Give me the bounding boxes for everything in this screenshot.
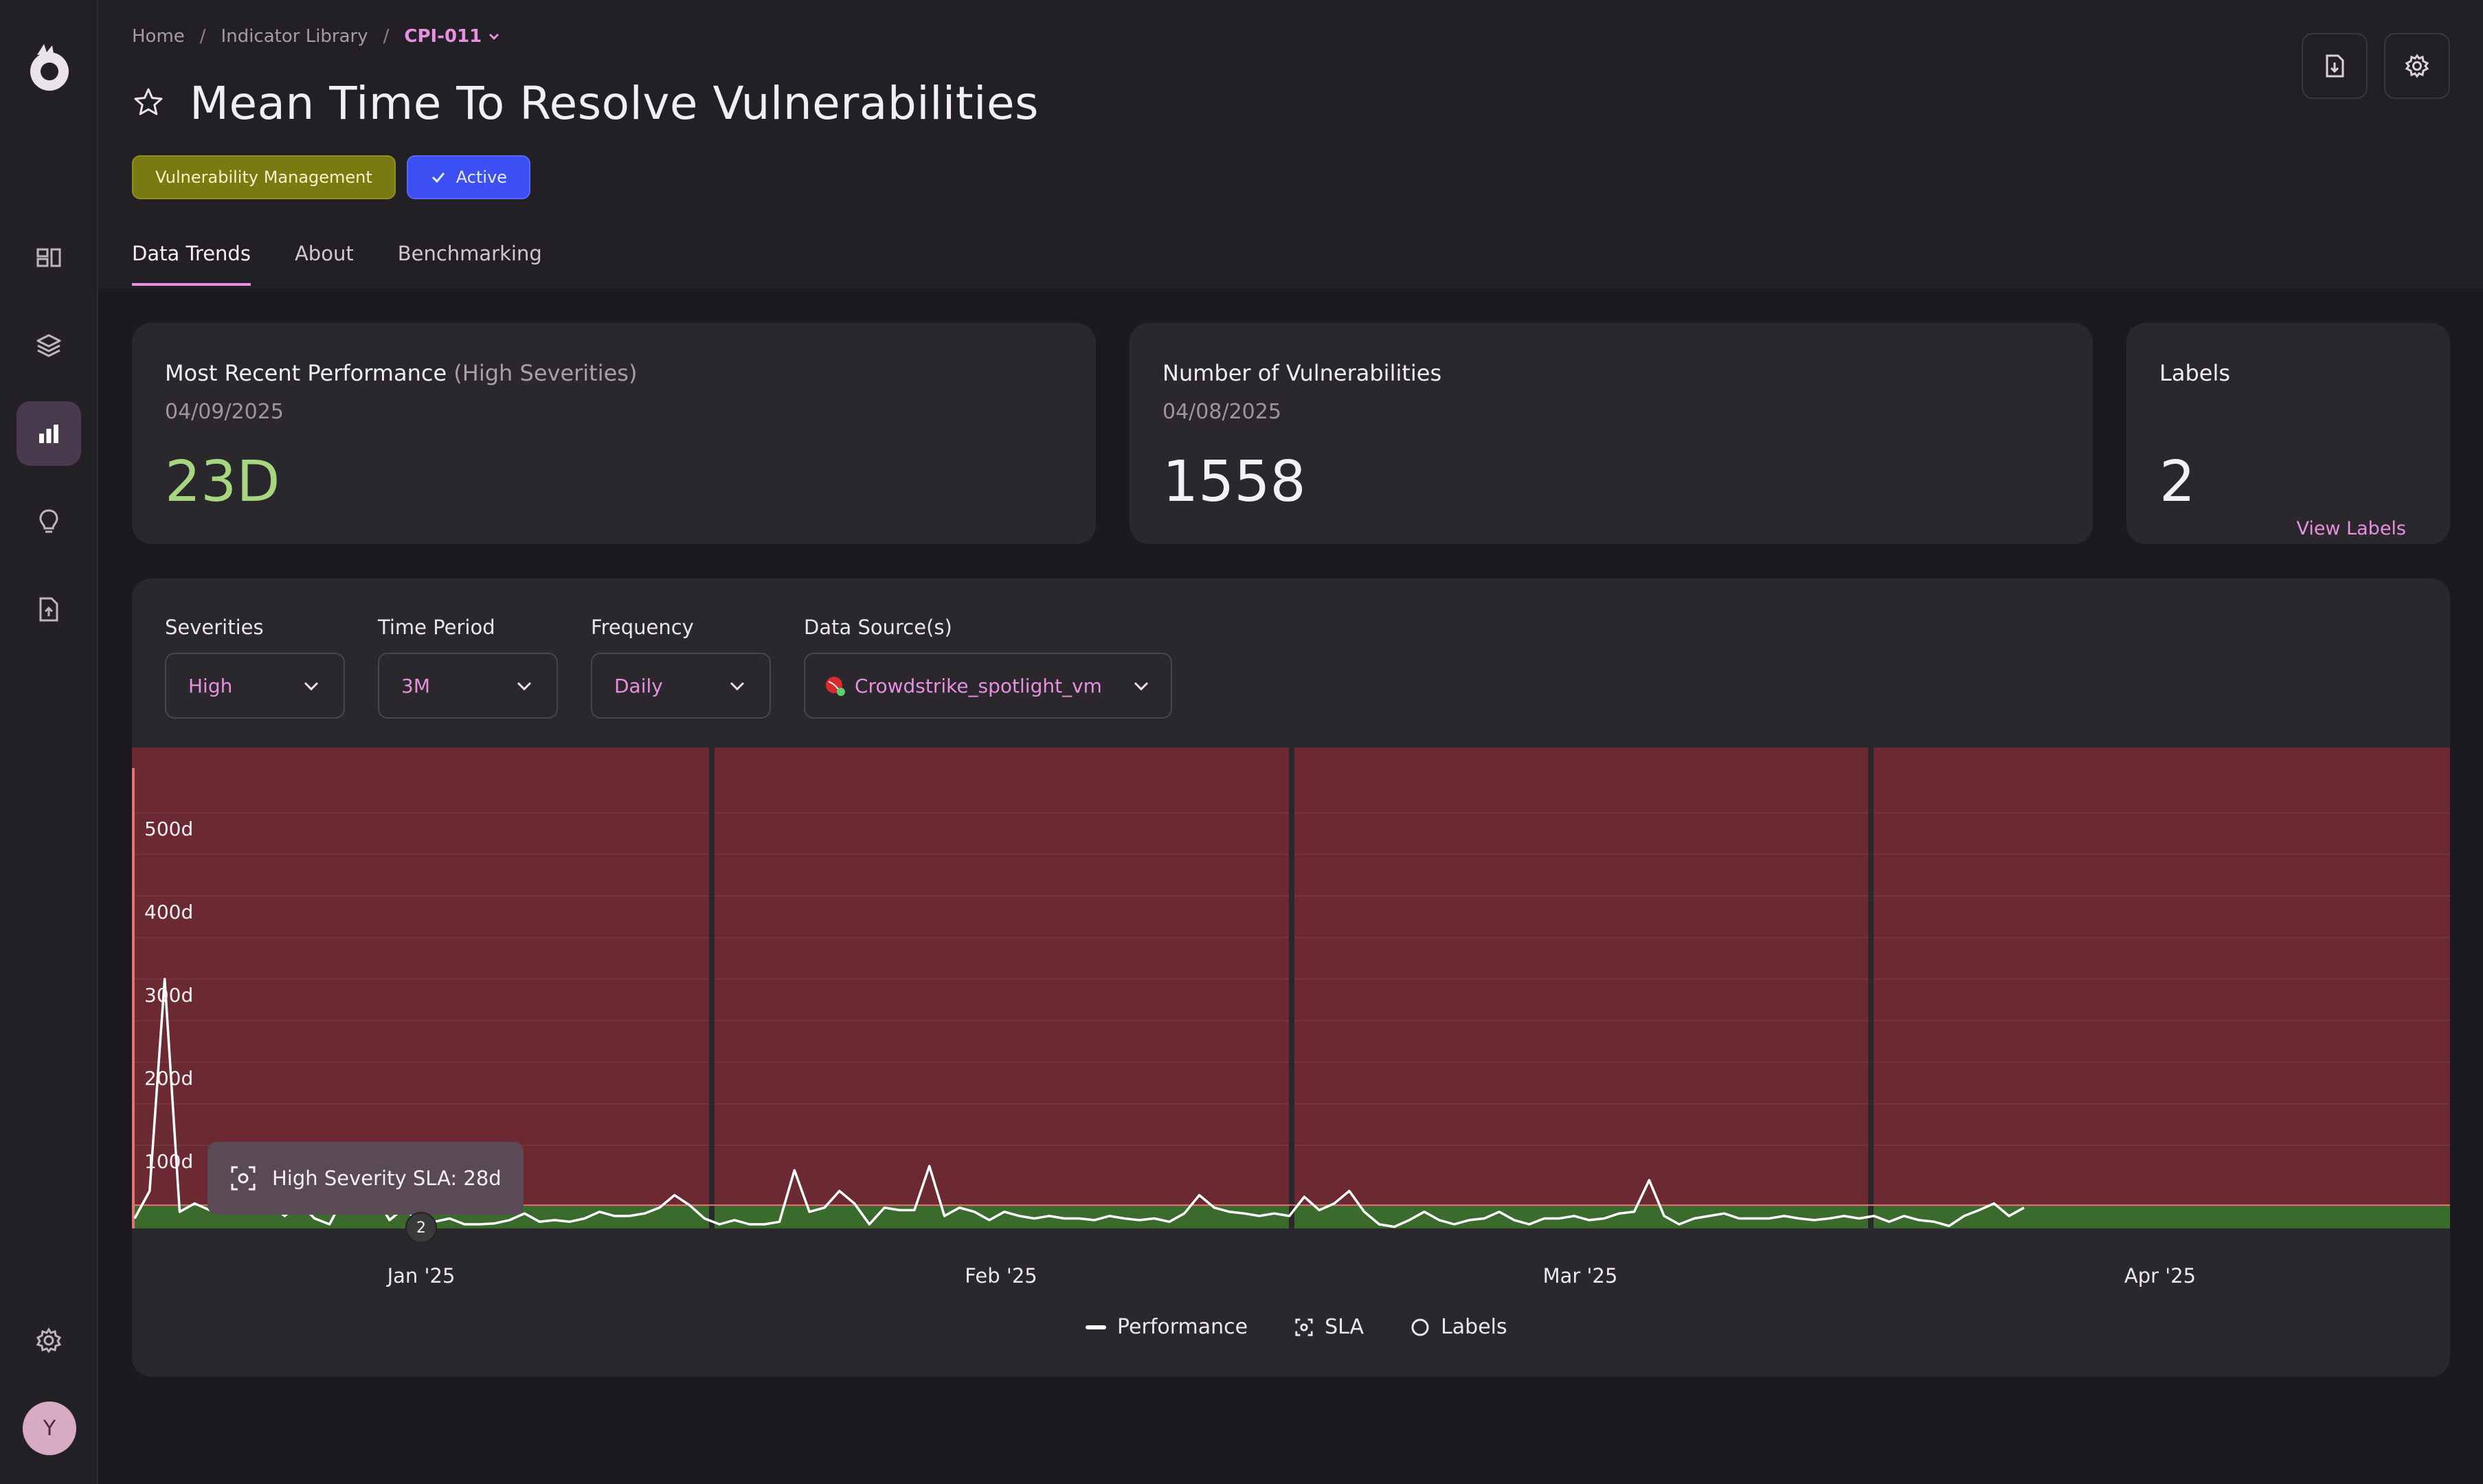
tab-data-trends[interactable]: Data Trends bbox=[132, 242, 251, 286]
y-tick-label: 300d bbox=[144, 984, 194, 1007]
legend-labels[interactable]: Labels bbox=[1411, 1315, 1507, 1339]
status-label: Active bbox=[456, 168, 508, 187]
dashboard-icon[interactable] bbox=[16, 225, 81, 290]
status-badge[interactable]: Active bbox=[406, 155, 531, 199]
crowdstrike-icon bbox=[826, 677, 845, 696]
line-swatch-icon bbox=[1086, 1325, 1106, 1329]
y-tick-label: 200d bbox=[144, 1067, 194, 1090]
chevron-down-icon bbox=[304, 682, 319, 691]
performance-card-title: Most Recent Performance (High Severities… bbox=[165, 360, 637, 386]
legend-sla[interactable]: SLA bbox=[1294, 1315, 1364, 1339]
chevron-down-icon bbox=[517, 682, 532, 691]
legend-sla-label: SLA bbox=[1325, 1315, 1364, 1339]
x-tick-label: Apr '25 bbox=[2124, 1264, 2196, 1288]
vulnerabilities-card-title: Number of Vulnerabilities bbox=[1162, 360, 1442, 386]
check-icon bbox=[431, 172, 445, 183]
app-logo[interactable] bbox=[27, 43, 71, 93]
sla-focus-icon bbox=[1295, 1318, 1313, 1336]
chevron-down-icon bbox=[489, 33, 499, 41]
category-tag[interactable]: Vulnerability Management bbox=[132, 155, 396, 199]
label-marker[interactable]: 2 bbox=[405, 1212, 437, 1244]
tab-benchmarking[interactable]: Benchmarking bbox=[397, 242, 542, 265]
month-divider bbox=[1868, 747, 1874, 1228]
tab-about[interactable]: About bbox=[294, 242, 354, 265]
favorite-star-icon[interactable] bbox=[132, 86, 165, 122]
view-labels-link[interactable]: View Labels bbox=[2296, 518, 2406, 539]
y-tick-label: 100d bbox=[144, 1150, 194, 1173]
circle-icon bbox=[1411, 1318, 1429, 1336]
performance-date: 04/09/2025 bbox=[165, 400, 284, 424]
performance-line bbox=[133, 978, 2025, 1228]
layers-icon[interactable] bbox=[16, 313, 81, 378]
frequency-label: Frequency bbox=[591, 616, 694, 639]
performance-value: 23D bbox=[165, 449, 280, 515]
chevron-down-icon bbox=[1134, 682, 1149, 691]
labels-count: 2 bbox=[2159, 449, 2196, 515]
sla-tooltip-text: High Severity SLA: 28d bbox=[272, 1167, 502, 1190]
breadcrumb: Home / Indicator Library / CPI-011 bbox=[132, 26, 501, 47]
data-source-select[interactable]: Crowdstrike_spotlight_vm bbox=[804, 653, 1172, 719]
frequency-select[interactable]: Daily bbox=[591, 653, 771, 719]
analytics-icon[interactable] bbox=[16, 401, 81, 466]
settings-icon[interactable] bbox=[16, 1308, 81, 1373]
tag-group: Vulnerability Management Active bbox=[132, 155, 531, 199]
x-tick-label: Jan '25 bbox=[387, 1264, 456, 1288]
x-tick-label: Mar '25 bbox=[1542, 1264, 1618, 1288]
performance-title-text: Most Recent Performance bbox=[165, 360, 447, 386]
breadcrumb-current-label: CPI-011 bbox=[404, 26, 482, 47]
data-source-value: Crowdstrike_spotlight_vm bbox=[855, 674, 1102, 697]
severities-select[interactable]: High bbox=[165, 653, 345, 719]
legend-performance-label: Performance bbox=[1117, 1315, 1248, 1339]
y-tick-label: 500d bbox=[144, 818, 194, 840]
gear-icon bbox=[2405, 54, 2429, 78]
page-title: Mean Time To Resolve Vulnerabilities bbox=[190, 77, 1039, 130]
severities-label: Severities bbox=[165, 616, 264, 639]
time-period-label: Time Period bbox=[378, 616, 495, 639]
month-divider bbox=[1289, 747, 1294, 1228]
sidebar: Y bbox=[0, 0, 98, 1484]
performance-card: Most Recent Performance (High Severities… bbox=[132, 323, 1096, 544]
data-source-selected: Crowdstrike_spotlight_vm bbox=[824, 675, 1102, 697]
performance-qualifier: (High Severities) bbox=[453, 360, 638, 386]
breadcrumb-separator: / bbox=[199, 26, 206, 47]
y-tick-label: 400d bbox=[144, 901, 194, 923]
x-tick-label: Feb '25 bbox=[965, 1264, 1037, 1288]
chart-legend: Performance SLA Labels bbox=[1086, 1315, 1507, 1339]
chevron-down-icon bbox=[730, 682, 745, 691]
severities-value: High bbox=[188, 674, 233, 697]
lightbulb-icon[interactable] bbox=[16, 489, 81, 554]
frequency-value: Daily bbox=[614, 674, 663, 697]
vulnerabilities-date: 04/08/2025 bbox=[1162, 400, 1281, 424]
vulnerabilities-value: 1558 bbox=[1162, 449, 1306, 515]
sla-focus-icon bbox=[231, 1166, 256, 1191]
month-divider bbox=[709, 747, 715, 1228]
user-avatar[interactable]: Y bbox=[23, 1402, 76, 1455]
breadcrumb-separator: / bbox=[383, 26, 390, 47]
title-row: Mean Time To Resolve Vulnerabilities bbox=[132, 77, 1039, 130]
file-download-icon bbox=[2326, 54, 2344, 78]
vulnerabilities-card: Number of Vulnerabilities 04/08/2025 155… bbox=[1130, 323, 2093, 544]
breadcrumb-indicator-library[interactable]: Indicator Library bbox=[221, 26, 368, 47]
breadcrumb-home[interactable]: Home bbox=[132, 26, 185, 47]
data-source-label: Data Source(s) bbox=[804, 616, 952, 639]
labels-card-title: Labels bbox=[2159, 360, 2230, 386]
tab-bar: Data Trends About Benchmarking bbox=[132, 242, 542, 286]
time-period-value: 3M bbox=[401, 674, 430, 697]
report-upload-icon[interactable] bbox=[16, 577, 81, 642]
legend-labels-label: Labels bbox=[1441, 1315, 1507, 1339]
settings-button[interactable] bbox=[2384, 33, 2450, 99]
sla-tooltip: High Severity SLA: 28d bbox=[207, 1142, 524, 1215]
export-button[interactable] bbox=[2302, 33, 2368, 99]
legend-performance[interactable]: Performance bbox=[1086, 1315, 1248, 1339]
time-period-select[interactable]: 3M bbox=[378, 653, 558, 719]
breadcrumb-current[interactable]: CPI-011 bbox=[404, 26, 501, 47]
labels-card: Labels 2 View Labels bbox=[2126, 323, 2450, 544]
